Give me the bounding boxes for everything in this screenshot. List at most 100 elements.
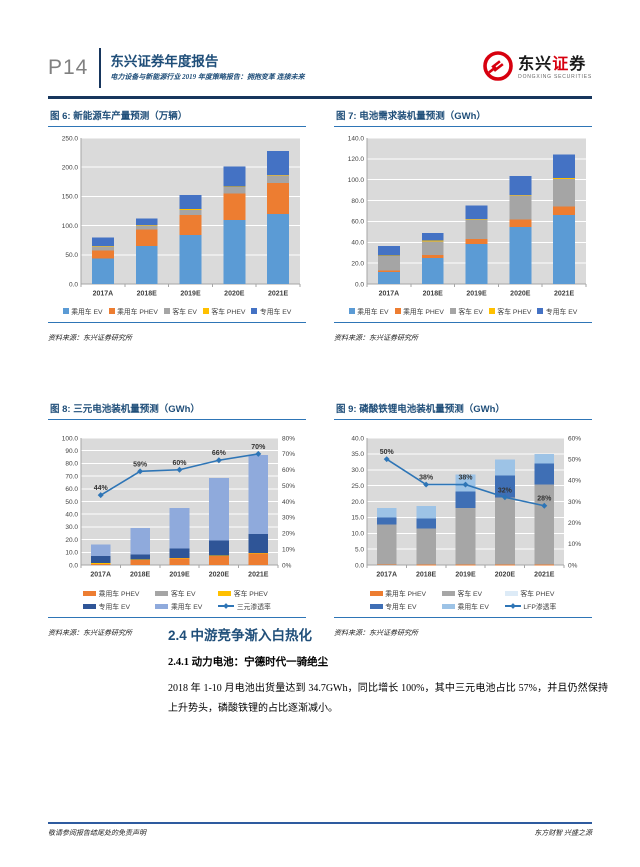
series-legend-swatch-icon [504,590,518,596]
legend-item: 乘用车 PHEV [83,588,139,598]
svg-text:2021E: 2021E [248,572,269,579]
svg-text:2018E: 2018E [423,291,444,298]
svg-text:40%: 40% [282,499,295,506]
series-legend-swatch-icon [155,590,169,596]
report-subtitle: 电力设备与新能源行业 2019 年度策略报告：拥抱变革 连接未来 [110,73,305,82]
header-left: P14 东兴证券年度报告 电力设备与新能源行业 2019 年度策略报告：拥抱变革… [48,48,305,88]
series-legend-swatch-icon [83,590,97,596]
legend-label: 乘用车 EV [457,604,489,611]
legend-item: 客车 PHEV [202,306,246,316]
svg-text:2019E: 2019E [180,291,201,298]
svg-text:2018E: 2018E [416,572,437,579]
svg-text:60%: 60% [568,435,581,442]
legend-label: 乘用车 PHEV [385,591,427,598]
dongxing-logo-icon [482,50,514,87]
legend-item: 乘用车 PHEV [108,306,158,316]
logo-text: 东兴证券 DONGXING SECURITIES [518,56,592,80]
svg-text:150.0: 150.0 [62,194,79,201]
svg-text:30.0: 30.0 [65,524,78,531]
figure-9: 图 9: 磷酸铁锂电池装机量预测（GWh） 0.0 5.0 10.0 15.0 20.0… [334,399,592,640]
svg-text:80.0: 80.0 [351,198,364,205]
series-legend-swatch-icon [155,603,169,609]
svg-text:20.0: 20.0 [65,537,78,544]
svg-text:0.0: 0.0 [69,281,78,288]
svg-text:100.0: 100.0 [62,435,79,442]
legend-item: 乘用车 PHEV [394,306,444,316]
legend-label: 客车 PHEV [211,309,246,316]
svg-text:10%: 10% [568,541,581,548]
legend-item: 专用车 EV [537,306,577,316]
svg-text:250.0: 250.0 [62,135,79,142]
svg-text:0.0: 0.0 [355,281,364,288]
legend-label: 乘用车 PHEV [98,591,140,598]
svg-text:2021E: 2021E [534,572,555,579]
svg-text:140.0: 140.0 [348,135,365,142]
svg-text:0%: 0% [568,562,578,569]
figure-source: 资料来源：东兴证券研究所 [48,334,132,342]
legend-label: 客车 EV [172,309,197,316]
legend-label: LFP渗透率 [523,604,557,611]
legend-item: 客车 PHEV [504,588,556,598]
svg-text:40.0: 40.0 [351,240,364,247]
svg-text:40.0: 40.0 [351,435,364,442]
svg-text:30%: 30% [282,515,295,522]
series-legend-swatch-icon [369,603,383,609]
svg-text:80%: 80% [282,435,295,442]
header-titles: 东兴证券年度报告 电力设备与新能源行业 2019 年度策略报告：拥抱变革 连接未… [110,54,304,83]
legend-item: 客车 PHEV [218,588,270,598]
legend-label: 乘用车 EV [170,604,203,611]
svg-text:44%: 44% [94,485,109,492]
footer-slogan: 东方财智 兴盛之源 [534,829,592,837]
svg-text:2017A: 2017A [93,291,114,298]
series-legend-swatch-icon [369,590,383,596]
svg-text:80.0: 80.0 [65,461,78,468]
figure-6-source-row: 资料来源：东兴证券研究所 [48,322,306,345]
series-legend-swatch-icon [83,603,97,609]
svg-text:2019E: 2019E [455,572,476,579]
svg-text:2017A: 2017A [376,572,397,579]
svg-text:2021E: 2021E [268,291,289,298]
legend-item: 专用车 EV [369,601,426,611]
series-legend-swatch-icon [218,590,232,596]
footer-rule [48,822,592,824]
legend-label: 专用车 EV [545,309,578,316]
figure-8-chart: 0.0 10.0 20.0 30.0 40.0 50.0 60.0 70.0 80.0 90.0 1… [48,423,306,586]
series-legend-swatch-icon [251,308,258,314]
series-legend-swatch-icon [442,590,456,596]
diamond-marker-icon [223,602,230,609]
svg-text:50.0: 50.0 [65,252,78,259]
legend-label: 客车 EV [457,591,483,598]
svg-text:50%: 50% [282,483,295,490]
series-legend-swatch-icon [488,308,495,314]
figure-6-title: 图 6: 新能源车产量预测（万辆） [48,106,306,127]
svg-text:59%: 59% [133,461,148,468]
figure-grid: 图 6: 新能源车产量预测（万辆） 0.0 50.0 100.0 150.0 200.0… [48,106,592,640]
svg-text:38%: 38% [458,475,473,482]
legend-item: 专用车 EV [251,306,291,316]
legend-label: 专用车 EV [385,604,417,611]
svg-text:10.0: 10.0 [65,550,78,557]
legend-label: 乘用车 PHEV [117,309,158,316]
figure-9-legend: 乘用车 PHEV 客车 EV 客车 PHEV 专用车 EV 乘用车 EV LFP渗透率 [334,588,592,611]
legend-item: 乘用车 PHEV [369,588,427,598]
figure-9-chart: 0.0 5.0 10.0 15.0 20.0 25.0 30.0 35.0 40.0 0% 10% 2… [334,423,592,586]
svg-text:40.0: 40.0 [65,512,78,519]
svg-text:0.0: 0.0 [355,562,364,569]
svg-text:15.0: 15.0 [351,515,364,522]
legend-label: 乘用车 PHEV [403,309,444,316]
svg-text:35.0: 35.0 [351,451,364,458]
body-section: 2.4 中游竞争渐入白热化 2.4.1 动力电池：宁德时代一骑绝尘 2018 年… [168,624,608,718]
line-legend-swatch-icon [218,602,235,609]
svg-text:10%: 10% [282,546,295,553]
legend-label: 乘用车 EV [71,309,103,316]
svg-text:50%: 50% [568,456,581,463]
figure-7-title: 图 7: 电池需求装机量预测（GWh） [334,106,592,127]
svg-text:2018E: 2018E [137,291,158,298]
svg-text:38%: 38% [419,475,434,482]
legend-item: 客车 EV [449,306,483,316]
legend-item: LFP渗透率 [504,601,557,611]
series-legend-swatch-icon [62,308,69,314]
svg-text:2020E: 2020E [510,291,531,298]
svg-text:2019E: 2019E [169,572,190,579]
svg-text:200.0: 200.0 [62,165,79,172]
